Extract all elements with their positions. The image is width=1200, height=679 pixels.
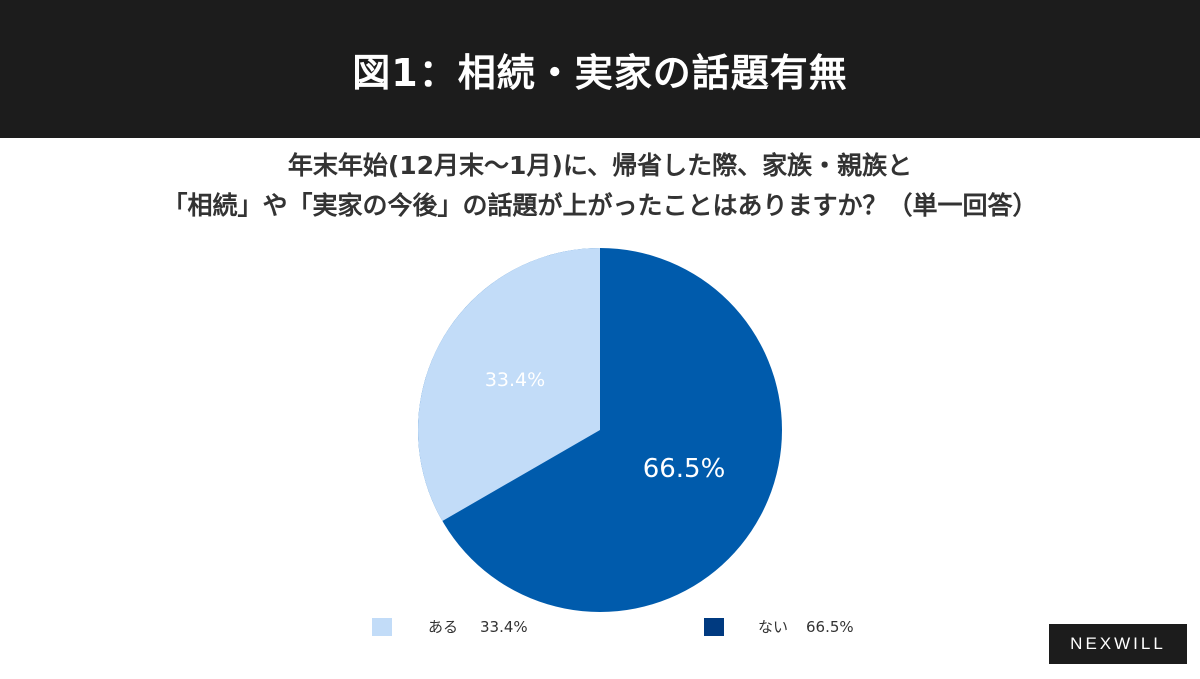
question-line-2: 「相続」や「実家の今後」の話題が上がったことはありますか？（単一回答） — [162, 191, 1038, 220]
pie-slice-aru — [418, 248, 600, 521]
slice-label-aru: 33.4% — [484, 369, 546, 391]
slice-label-nai: 66.5% — [642, 454, 726, 484]
legend-value-aru: 33.4% — [480, 617, 528, 636]
nexwill-logo: NEXWILL — [1049, 624, 1187, 664]
title-banner: 図1：相続・実家の話題有無 — [0, 0, 1200, 138]
legend-swatch-aru — [372, 617, 392, 636]
legend-value-nai: 66.5% — [806, 617, 854, 636]
question-line-1: 年末年始(12月末〜1月)に、帰省した際、家族・親族と — [287, 151, 913, 180]
legend-swatch-nai — [704, 617, 724, 636]
survey-question: 年末年始(12月末〜1月)に、帰省した際、家族・親族と 「相続」や「実家の今後」… — [0, 146, 1200, 226]
legend-item-aru: ある 33.4% — [372, 616, 528, 637]
chart-title: 図1：相続・実家の話題有無 — [352, 50, 848, 95]
legend-label-aru: ある — [428, 618, 459, 636]
legend-item-nai: ない 66.5% — [704, 616, 854, 637]
legend-label-nai: ない — [758, 618, 789, 636]
